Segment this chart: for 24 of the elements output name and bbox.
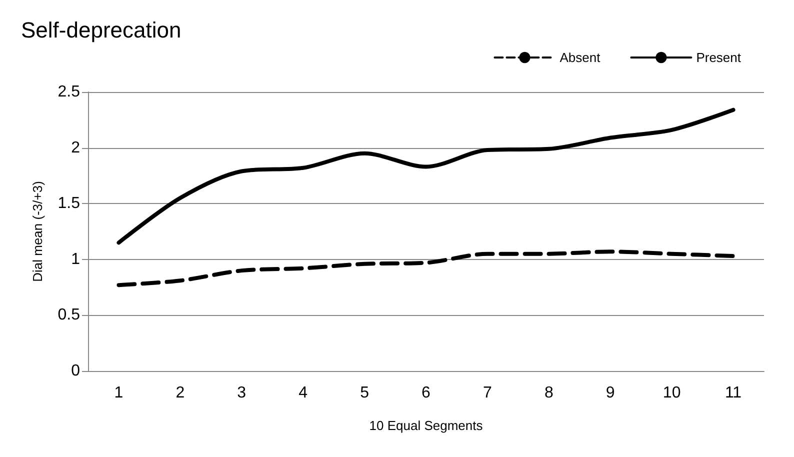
x-tick-label: 1: [114, 384, 124, 402]
x-tick-label: 4: [298, 384, 308, 402]
y-tick-label: 1: [71, 250, 80, 268]
x-tick-label: 11: [724, 384, 742, 402]
y-tick-label: 0: [71, 362, 80, 380]
x-tick-label: 6: [422, 384, 431, 402]
y-tick-label: 2.5: [58, 84, 80, 100]
x-tick-label: 9: [606, 384, 615, 402]
chart-title: Self-deprecation: [21, 18, 182, 42]
x-tick-label: 2: [176, 384, 185, 402]
x-tick-label: 7: [483, 384, 492, 402]
x-tick-label: 5: [360, 384, 370, 402]
x-tick-label: 10: [662, 384, 681, 402]
line-series: [116, 108, 736, 245]
line-series: [116, 250, 736, 288]
x-tick-label: 3: [237, 384, 246, 402]
y-axis-title: Dial mean (-3/+3): [30, 181, 45, 282]
y-tick-label: 1.5: [58, 195, 80, 212]
legend-label: Present: [696, 50, 742, 65]
y-tick-label: 0.5: [58, 306, 80, 324]
y-tick-label: 2: [71, 139, 80, 156]
legend-label: Absent: [560, 50, 601, 65]
x-axis-title: 10 Equal Segments: [369, 418, 484, 433]
x-tick-label: 8: [544, 384, 554, 402]
